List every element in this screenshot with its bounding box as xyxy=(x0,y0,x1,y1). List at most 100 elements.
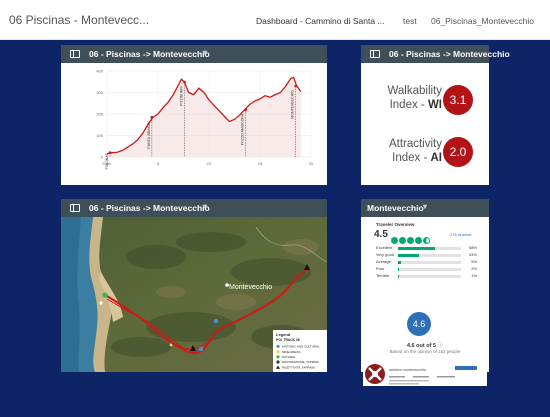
overall-score: 4.5 xyxy=(374,229,388,240)
rating-bubble-icon xyxy=(407,237,414,244)
overview-title: Traveler Overview xyxy=(376,222,415,227)
promo-banner[interactable]: miniera montevecchio xyxy=(363,362,487,386)
annotation-point xyxy=(183,80,186,84)
rating-bubble-icon xyxy=(423,237,430,244)
rating-bar-fill xyxy=(398,267,400,271)
rating-row: Very good 34% xyxy=(376,252,481,258)
widget-header: Montevecchio ▾ xyxy=(361,199,489,217)
accommodation-poi-marker[interactable] xyxy=(304,264,310,270)
x-tick-label: 20 xyxy=(309,161,314,166)
top-bar: 06 Piscinas - Montevecc... Dashboard - C… xyxy=(0,0,550,40)
page-title: 06 Piscinas - Montevecc... xyxy=(9,13,150,27)
rating-bar xyxy=(398,267,461,271)
widget-header: 06 - Piscinas -> Montevecchio ▾ xyxy=(61,45,327,63)
rating-label: Very good xyxy=(376,252,395,257)
map-legend: Legend POI_TRACK 06 HISTORIC AND CULTURA… xyxy=(273,330,327,372)
panel-icon[interactable] xyxy=(370,50,380,58)
x-tick-label: 10 xyxy=(207,161,212,166)
rating-bar-fill xyxy=(398,260,402,264)
legend-subtitle: POI_TRACK 06 xyxy=(276,338,300,342)
rating-bubble-icon xyxy=(391,237,398,244)
map-widget: 06 - Piscinas -> Montevecchio ▾ xyxy=(61,199,327,372)
rating-row: Excellent 58% xyxy=(376,245,481,251)
legend-title: Legend xyxy=(276,332,291,337)
legend-item-label: MINE AREAS xyxy=(282,350,300,354)
legend-item-label: RISTORAZIONE_TAPPA06 xyxy=(282,360,319,364)
panel-icon[interactable] xyxy=(70,50,80,58)
annotation-point xyxy=(108,151,112,155)
walkability-value: 3.1 xyxy=(443,85,473,115)
rating-label: Terrible xyxy=(376,273,390,278)
opinion-text: Based on the opinion of 152 people xyxy=(389,349,461,354)
rating-row: Average 5% xyxy=(376,259,481,265)
rating-label: Average xyxy=(376,259,391,264)
breadcrumb-test[interactable]: test xyxy=(403,16,417,26)
promo-name: miniera montevecchio xyxy=(389,368,426,372)
rating-bar-fill xyxy=(398,274,399,278)
rating-bubbles xyxy=(391,231,431,249)
rating-bar-fill xyxy=(398,253,420,257)
y-tick-label: 400 xyxy=(96,69,103,74)
elevation-widget: 06 - Piscinas -> Montevecchio ▾ 0 100 200 3… xyxy=(61,45,327,185)
widget-title: 06 - Piscinas -> Montevecchio xyxy=(89,49,210,59)
legend-item-label: HISTORIC AND CULTURAL xyxy=(282,345,320,349)
rating-percent: 58% xyxy=(468,245,477,250)
rating-bubble-icon xyxy=(399,237,406,244)
walkability-label: Walkability Index - WI xyxy=(387,85,442,111)
widget-header: 06 - Piscinas -> Montevecchio ▾ xyxy=(61,199,327,217)
rating-label: Poor xyxy=(376,266,385,271)
accommodation-poi-marker[interactable] xyxy=(190,345,196,351)
satellite-map[interactable]: Montevecchio Legend POI_TRACK 06 HISTORI… xyxy=(61,217,327,372)
rating-bar xyxy=(398,274,461,278)
legend-item-label: NATURAL xyxy=(282,355,296,359)
elevation-line xyxy=(106,76,302,155)
chevron-down-icon[interactable]: ▾ xyxy=(203,48,208,57)
reviews-link[interactable]: 276 reviews xyxy=(450,232,472,237)
legend-marker xyxy=(276,365,280,369)
y-tick-label: 100 xyxy=(96,133,103,138)
historic-poi-marker[interactable] xyxy=(198,346,204,352)
rating-bar-fill xyxy=(398,246,435,250)
rating-bubble-icon xyxy=(415,237,422,244)
annotation-label: PISCINAS xyxy=(105,152,109,169)
widget-header: 06 - Piscinas -> Montevecchio ▾ xyxy=(361,45,510,63)
x-tick-label: 5 xyxy=(157,161,160,166)
trip-widget: Montevecchio ▾ Traveler Overview 4.5 276… xyxy=(361,199,489,386)
map-place-label: Montevecchio xyxy=(229,284,272,291)
annotation-point xyxy=(244,108,248,112)
traveler-overview: Traveler Overview 4.5 276 reviews Excell… xyxy=(361,217,489,386)
annotation-point xyxy=(294,84,298,88)
breadcrumb-dashboard[interactable]: Dashboard - Cammino di Santa ... xyxy=(256,16,385,26)
elevation-area xyxy=(107,77,301,157)
legend-marker xyxy=(276,350,280,354)
rating-percent: 2% xyxy=(471,266,477,271)
legend-item-label: RICETTIVITA_TAPPA06 xyxy=(282,365,315,369)
legend-marker xyxy=(276,360,280,364)
panel-icon[interactable] xyxy=(70,204,80,212)
rating-row: Terrible 1% xyxy=(376,273,481,279)
chevron-down-icon[interactable]: ▾ xyxy=(203,202,208,211)
attractivity-value: 2.0 xyxy=(443,137,473,167)
rating-row: Poor 2% xyxy=(376,266,481,272)
legend-marker xyxy=(276,355,280,359)
elevation-chart: 0 100 200 300 400 0 km 5 10 15 20 PISCINAS PUNTA IS… xyxy=(96,69,314,170)
annotation-label: MONTEVECCHIO xyxy=(291,90,295,119)
rating-bar xyxy=(398,260,461,264)
rating-bar xyxy=(398,246,461,250)
indices-widget: 06 - Piscinas -> Montevecchio ▾ Walkabil… xyxy=(361,45,510,185)
annotation-label: PUNTA ISBASSY xyxy=(147,121,151,149)
chevron-down-icon[interactable]: ▾ xyxy=(423,202,428,211)
y-tick-label: 200 xyxy=(96,112,103,117)
rating-label: Excellent xyxy=(376,245,393,250)
score-circle: 4.6 xyxy=(407,312,431,336)
y-tick-label: 0 xyxy=(101,155,104,160)
breadcrumb-track[interactable]: 06_Piscinas_Montevecchio xyxy=(431,16,535,26)
attractivity-label: Attractivity Index - AI xyxy=(388,138,442,164)
historic-poi-marker[interactable] xyxy=(213,318,219,324)
rating-percent: 34% xyxy=(468,252,477,257)
rating-bar xyxy=(398,253,461,257)
score-out-of: 4.6 out of 5 ⓘ xyxy=(406,343,444,349)
legend-marker xyxy=(276,344,280,348)
x-tick-label: 15 xyxy=(258,161,263,166)
natural-poi-marker[interactable] xyxy=(102,292,108,298)
